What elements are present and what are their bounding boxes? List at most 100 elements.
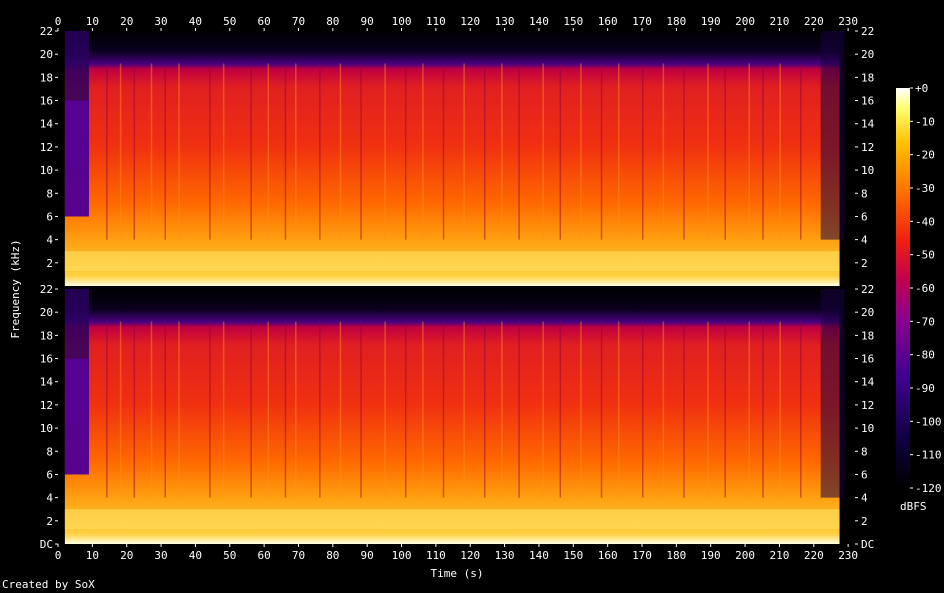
spectral-energy — [64, 31, 840, 286]
texture-stripe — [518, 321, 520, 498]
y-tick-label: 2 — [861, 257, 868, 270]
x-axis-top: 0 10 20 30 40 50 60 70 80 90 100 110 120 130 140 150 160… — [55, 15, 858, 31]
y-tick-label: 20 — [861, 48, 874, 61]
y-tick-label: 10 — [40, 164, 53, 177]
colorbar-tick-label: -20 — [915, 149, 935, 162]
x-tick-label: 220 — [804, 549, 824, 562]
texture-stripe — [250, 63, 252, 240]
texture-stripe — [339, 321, 342, 498]
texture-stripe — [559, 321, 562, 498]
channel-1-panel — [58, 31, 855, 286]
texture-stripe — [662, 321, 665, 498]
y-tick-label: 6 — [46, 210, 53, 223]
colorbar-tick-label: -100 — [915, 415, 942, 428]
spectral-energy — [64, 289, 840, 544]
texture-stripe — [762, 321, 764, 498]
texture-stripe — [501, 321, 503, 498]
y-tick-label: 14 — [861, 118, 875, 131]
texture-stripe — [119, 63, 122, 240]
texture-stripe — [483, 63, 486, 240]
y-tick-label: 8 — [861, 187, 868, 200]
x-tick-label: 50 — [223, 15, 236, 28]
y-tick-label: DC — [861, 538, 874, 551]
colorbar-label: dBFS — [900, 500, 927, 513]
x-tick-label: 160 — [598, 15, 618, 28]
y-tick-label: 8 — [46, 187, 53, 200]
texture-stripe — [518, 63, 520, 240]
y-tick-label: 14 — [40, 376, 54, 389]
footer-credit: Created by SoX — [2, 578, 95, 591]
x-tick-label: 210 — [769, 549, 789, 562]
x-tick-label: 120 — [460, 549, 480, 562]
y-tick-label: 22 — [861, 283, 874, 296]
x-tick-label: 170 — [632, 15, 652, 28]
x-tick-label: 190 — [701, 549, 721, 562]
x-axis-label: Time (s) — [431, 567, 484, 580]
texture-stripe — [133, 63, 136, 240]
texture-stripe — [106, 321, 108, 498]
x-tick-label: 130 — [495, 549, 515, 562]
x-tick-label: 40 — [189, 549, 202, 562]
y-tick-label: 10 — [40, 422, 53, 435]
texture-stripe — [150, 63, 153, 240]
y-tick-label: DC — [40, 538, 53, 551]
x-tick-label: 230 — [838, 549, 858, 562]
texture-stripe — [284, 63, 287, 240]
texture-stripe — [748, 321, 751, 498]
texture-stripe — [642, 63, 644, 240]
texture-stripe — [164, 321, 166, 498]
texture-stripe — [319, 321, 321, 498]
texture-stripe — [580, 63, 582, 240]
x-tick-label: 90 — [361, 15, 374, 28]
y-tick-label: 14 — [40, 118, 54, 131]
texture-stripe — [133, 321, 136, 498]
y-tick-label: 16 — [861, 95, 874, 108]
colorbar-tick-label: -30 — [915, 182, 935, 195]
texture-stripe — [762, 63, 764, 240]
colorbar-tick-label: -80 — [915, 349, 935, 362]
x-tick-label: 30 — [154, 549, 167, 562]
x-tick-label: 100 — [392, 15, 412, 28]
y-tick-label: 20 — [861, 306, 874, 319]
y-tick-label: 2 — [46, 257, 53, 270]
intro-mid-band — [64, 358, 89, 475]
y-tick-label: 20 — [40, 306, 53, 319]
texture-stripe — [617, 321, 620, 498]
texture-stripe — [360, 63, 362, 240]
texture-stripe — [542, 63, 544, 240]
x-tick-label: 50 — [223, 549, 236, 562]
x-tick-label: 140 — [529, 549, 549, 562]
colorbar: +0 -10 -20 -30 -40 -50 -60 -70 -80 -90 -100 -110 -12… — [896, 82, 942, 513]
texture-stripe — [422, 321, 424, 498]
y-tick-label: 12 — [40, 399, 53, 412]
y-tick-label: 18 — [861, 329, 874, 342]
x-tick-label: 110 — [426, 15, 446, 28]
x-tick-label: 180 — [666, 549, 686, 562]
x-tick-label: 80 — [326, 549, 339, 562]
x-tick-label: 20 — [120, 549, 133, 562]
texture-stripe — [422, 63, 424, 240]
y-tick-label: 18 — [861, 71, 874, 84]
texture-stripe — [724, 63, 726, 240]
y-tick-label: 10 — [861, 422, 874, 435]
colorbar-tick-label: -110 — [915, 449, 942, 462]
y-tick-label: 20 — [40, 48, 53, 61]
y-tick-label: 12 — [861, 399, 874, 412]
fade-out-region — [820, 31, 845, 240]
x-tick-label: 150 — [563, 549, 583, 562]
texture-stripe — [442, 63, 445, 240]
x-tick-label: 60 — [257, 549, 270, 562]
colorbar-tick-label: -10 — [915, 115, 935, 128]
texture-stripe — [284, 321, 287, 498]
texture-stripe — [683, 321, 685, 498]
texture-stripe — [178, 63, 180, 240]
y-tick-label: 12 — [40, 141, 53, 154]
x-tick-label: 30 — [154, 15, 167, 28]
texture-stripe — [542, 321, 544, 498]
y-tick-label: 8 — [861, 445, 868, 458]
y-tick-label: 16 — [861, 353, 874, 366]
y-tick-label: 22 — [40, 283, 53, 296]
texture-stripe — [295, 321, 297, 498]
x-tick-label: 200 — [735, 15, 755, 28]
